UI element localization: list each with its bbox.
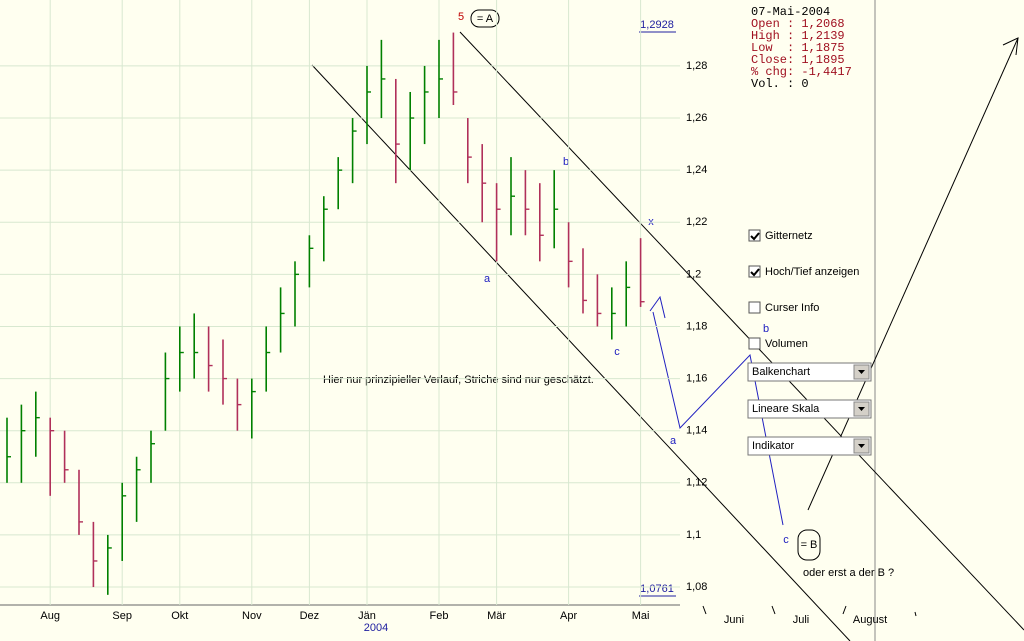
checkbox[interactable]	[748, 337, 761, 350]
x-tick-label: August	[853, 614, 887, 626]
dropdown[interactable]	[747, 436, 872, 456]
dropdown-arrow	[858, 407, 865, 411]
y-tick-label: 1,24	[686, 164, 707, 176]
info-line: Low : 1,1875	[751, 41, 845, 55]
y-tick-label: 1,08	[686, 581, 707, 593]
annotation: b	[563, 156, 569, 168]
annotation: = B	[801, 539, 818, 551]
annotation: a	[484, 273, 491, 285]
arrow-head	[1002, 37, 1019, 56]
x-tick-label: Dez	[300, 610, 320, 622]
y-tick-label: 1,14	[686, 425, 707, 437]
annotation: c	[783, 534, 789, 546]
annotation: Hier nur prinzipieller Verlauf, Striche …	[323, 374, 594, 386]
projection-arrow	[807, 37, 1019, 511]
dropdown-label[interactable]: Balkenchart	[752, 366, 810, 378]
checkbox-label[interactable]: Hoch/Tief anzeigen	[765, 266, 859, 278]
y-tick-label: 1,26	[686, 112, 707, 124]
x-tick-label: Feb	[430, 610, 449, 622]
annotation: oder erst a der B ?	[803, 567, 894, 579]
x-tick-label: Nov	[242, 610, 262, 622]
dropdown-arrow	[858, 444, 865, 448]
x-tick-label: Mär	[487, 610, 506, 622]
checkbox[interactable]	[748, 265, 761, 278]
dropdown-label[interactable]: Indikator	[752, 440, 795, 452]
dropdown-label[interactable]: Lineare Skala	[752, 403, 820, 415]
dropdown[interactable]	[747, 362, 872, 382]
label-box	[797, 529, 821, 561]
y-tick-label: 1,2	[686, 268, 701, 280]
y-tick-label: 1,12	[686, 477, 707, 489]
checkbox[interactable]	[748, 229, 761, 242]
x-tick-label: Okt	[171, 610, 188, 622]
y-tick-label: 1,16	[686, 372, 707, 384]
annotation: a	[670, 435, 677, 447]
max-label: 1,2928	[640, 19, 674, 31]
checkbox-check	[750, 268, 760, 277]
x-tick-label: Sep	[112, 610, 132, 622]
year-label: 2004	[364, 622, 388, 634]
x-tick-label: Aug	[40, 610, 60, 622]
label-box	[470, 9, 500, 28]
annotation: = A	[477, 13, 494, 25]
checkbox-label[interactable]: Volumen	[765, 338, 808, 350]
checkbox-label[interactable]: Curser Info	[765, 302, 819, 314]
channel-upper	[459, 31, 1024, 631]
x-tick-label: Juli	[793, 614, 810, 626]
y-tick-label: 1,22	[686, 216, 707, 228]
y-tick-label: 1,1	[686, 529, 701, 541]
x-tick-label: Apr	[560, 610, 577, 622]
annotation: 5	[458, 11, 464, 23]
x-tick-label: Jän	[358, 610, 376, 622]
y-tick-label: 1,28	[686, 60, 707, 72]
info-line: 07-Mai-2004	[751, 5, 830, 19]
info-line: Open : 1,2068	[751, 17, 845, 31]
info-line: Vol. : 0	[751, 77, 809, 91]
checkbox-label[interactable]: Gitternetz	[765, 230, 813, 242]
y-tick-label: 1,18	[686, 320, 707, 332]
checkbox[interactable]	[748, 301, 761, 314]
dropdown-arrow	[858, 370, 865, 374]
channel-lower	[311, 64, 851, 641]
checkbox-check	[750, 232, 760, 241]
info-line: Close: 1,1895	[751, 53, 845, 67]
x-tick-label: Juni	[724, 614, 744, 626]
info-line: % chg: -1,4417	[751, 65, 852, 79]
annotation: b	[763, 323, 769, 335]
info-line: High : 1,2139	[751, 29, 845, 43]
min-label: 1,0761	[640, 583, 674, 595]
dropdown[interactable]	[747, 399, 872, 419]
x-tick-label: Mai	[632, 610, 650, 622]
projection-small	[649, 295, 666, 319]
future-ticks	[702, 605, 917, 617]
annotation: c	[614, 346, 620, 358]
